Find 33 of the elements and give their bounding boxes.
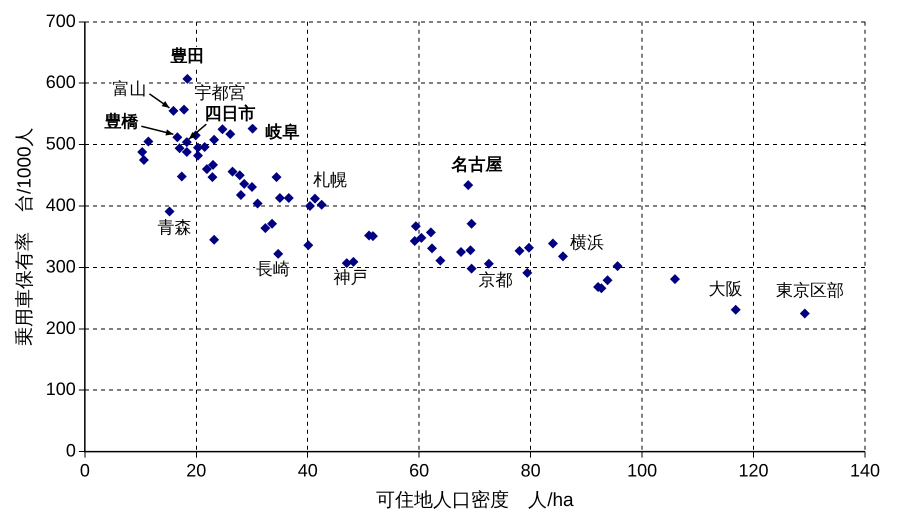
annotation: 大阪 [708,279,743,298]
annotation: 名古屋 [450,154,503,174]
annotation: 豊田 [169,46,204,66]
annotation: 青森 [158,218,192,238]
y-tick-label: 500 [46,134,76,154]
annotation: 京都 [478,270,513,290]
x-tick-label: 100 [627,460,658,480]
annotation: 豊橋 [103,112,140,131]
annotation: 富山 [112,80,146,99]
y-tick-label: 400 [46,194,76,215]
annotation: 岐阜 [266,122,300,142]
y-tick-label: 200 [46,318,76,338]
x-axis-title: 可住地人口密度 人/ha [376,488,574,511]
annotation: 四日市 [204,104,256,123]
x-tick-label: 140 [850,460,880,480]
x-tick-label: 0 [80,460,90,480]
x-tick-label: 120 [738,460,769,480]
annotation: 横浜 [570,233,604,252]
annotation: 東京区部 [776,281,844,300]
y-tick-label: 100 [46,379,76,400]
x-tick-label: 40 [298,460,318,480]
x-tick-label: 80 [520,460,541,480]
y-tick-label: 700 [46,10,76,31]
annotation: 神戸 [334,268,368,287]
y-tick-label: 0 [66,440,76,461]
annotation: 宇都宮 [194,83,246,102]
x-tick-label: 20 [186,460,206,480]
annotation: 札幌 [312,170,347,190]
y-tick-label: 300 [46,256,76,276]
y-axis-title: 乗用車保有率 台/1000人 [14,127,36,346]
y-tick-label: 600 [46,72,76,92]
annotation: 長崎 [256,260,290,279]
x-tick-label: 60 [409,460,430,480]
